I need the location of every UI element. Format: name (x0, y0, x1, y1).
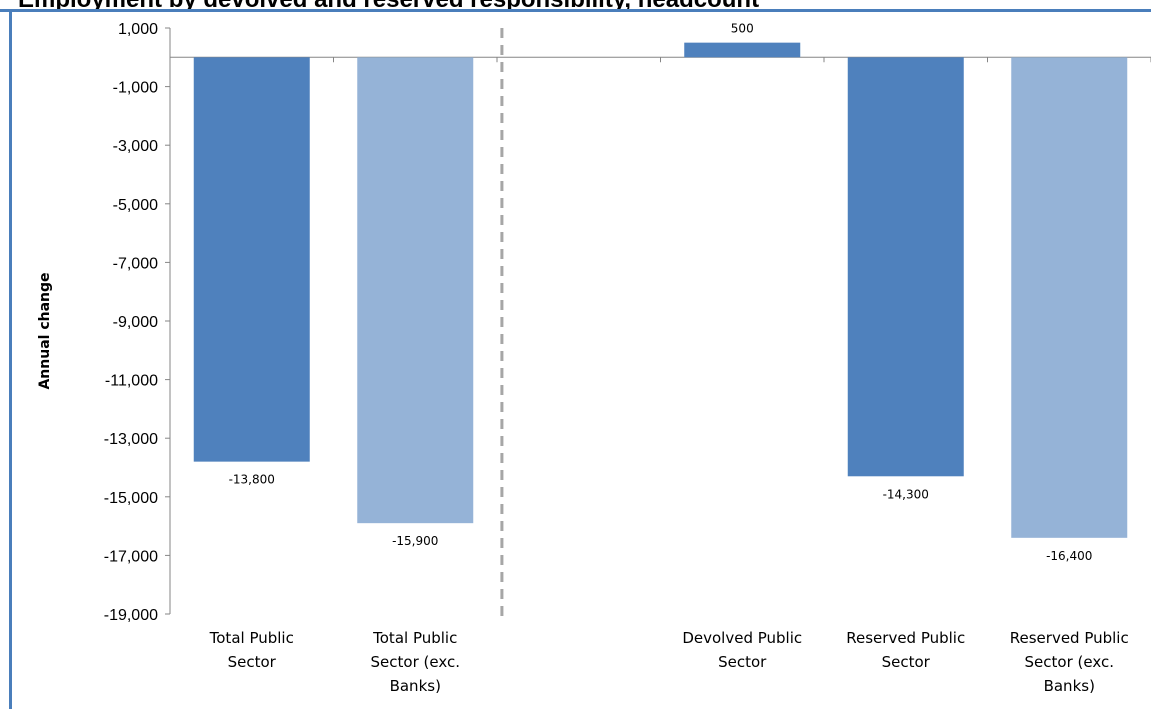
category-label: Sector (exc. (371, 653, 460, 671)
y-tick-label: -17,000 (104, 548, 158, 565)
y-tick-label: -5,000 (113, 197, 158, 214)
data-label: 500 (731, 22, 754, 36)
y-tick-label: -7,000 (113, 255, 158, 272)
y-tick-label: -15,000 (104, 490, 158, 507)
category-label: Reserved Public (1010, 629, 1129, 647)
category-label: Sector (882, 653, 931, 671)
bar (357, 57, 474, 524)
category-label: Banks) (390, 677, 441, 695)
category-label: Sector (718, 653, 767, 671)
y-tick-label: -11,000 (105, 373, 158, 390)
bar (193, 57, 310, 462)
data-label: -13,800 (229, 473, 275, 487)
data-label: -14,300 (883, 487, 929, 501)
category-label: Total Public (372, 629, 457, 647)
y-axis-label: Annual change (37, 272, 53, 389)
frame-top-border (0, 9, 1151, 12)
y-tick-label: -13,000 (104, 431, 158, 448)
bar (684, 42, 801, 58)
bar (1011, 57, 1128, 538)
y-tick-label: -1,000 (113, 80, 158, 97)
y-tick-label: -9,000 (113, 314, 158, 331)
data-label: -15,900 (392, 534, 438, 548)
category-label: Total Public (209, 629, 294, 647)
bar (847, 57, 964, 477)
y-tick-label: 1,000 (118, 21, 158, 38)
category-label: Sector (exc. (1025, 653, 1114, 671)
frame-left-border (9, 9, 12, 709)
y-tick-label: -19,000 (104, 607, 158, 624)
y-tick-label: -3,000 (113, 138, 158, 155)
data-label: -16,400 (1046, 549, 1092, 563)
category-label: Devolved Public (682, 629, 802, 647)
category-label: Reserved Public (846, 629, 965, 647)
category-label: Banks) (1044, 677, 1095, 695)
category-label: Sector (228, 653, 277, 671)
